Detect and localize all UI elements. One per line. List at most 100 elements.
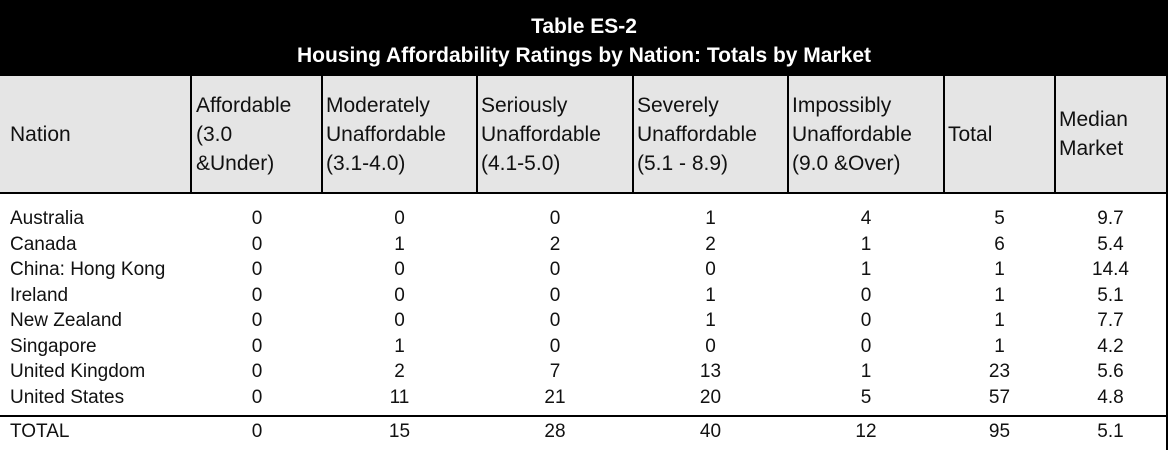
value-cell: 7 <box>549 361 561 382</box>
value-cell: 1 <box>994 310 1005 331</box>
value-cell: 0 <box>549 336 561 357</box>
value-cell: 5 <box>994 208 1005 229</box>
value-cell: 0 <box>860 336 872 357</box>
header-affordable: Affordable (3.0 &Under) <box>196 93 292 175</box>
header-median-market: Median Market <box>1059 108 1128 160</box>
value-cell: 0 <box>251 259 263 280</box>
value-cell: 0 <box>251 361 263 382</box>
table-row: Canada 0 1 2 2 1 6 5.4 <box>0 232 1168 257</box>
value-cell: 21 <box>544 387 566 408</box>
value-cell: 5.6 <box>1097 361 1124 382</box>
value-cell: 2 <box>549 234 561 255</box>
value-cell: 11 <box>389 387 410 408</box>
value-cell: 1 <box>705 208 716 229</box>
table-row: Australia 0 0 0 1 4 5 9.7 <box>0 206 1168 231</box>
total-cell: 0 <box>251 421 263 442</box>
value-cell: 1 <box>860 361 872 382</box>
total-cell: 28 <box>544 421 566 442</box>
value-cell: 1 <box>705 285 716 306</box>
total-label: TOTAL <box>10 421 70 442</box>
table-row: Ireland 0 0 0 1 0 1 5.1 <box>0 283 1168 308</box>
table-subtitle: Housing Affordability Ratings by Nation:… <box>296 44 872 67</box>
total-cell: 95 <box>988 421 1011 442</box>
value-cell: 6 <box>994 234 1005 255</box>
table-row: New Zealand 0 0 0 1 0 1 7.7 <box>0 308 1168 333</box>
total-cell: 15 <box>388 421 411 442</box>
value-cell: 7.7 <box>1097 310 1124 331</box>
nation-cell: Australia <box>10 208 84 229</box>
total-divider <box>0 415 1168 417</box>
header-divider <box>1054 76 1056 193</box>
header-moderately-unaffordable: Moderately Unaffordable (3.1-4.0) <box>326 93 446 175</box>
value-cell: 0 <box>549 310 561 331</box>
value-cell: 2 <box>705 234 716 255</box>
table-row: United Kingdom 0 2 7 13 1 23 5.6 <box>0 359 1168 384</box>
table-title-bar: Table ES-2 Housing Affordability Ratings… <box>0 0 1168 76</box>
value-cell: 0 <box>860 285 872 306</box>
value-cell: 0 <box>251 336 263 357</box>
nation-cell: United Kingdom <box>10 361 146 382</box>
value-cell: 9.7 <box>1097 208 1124 229</box>
header-divider <box>632 76 634 193</box>
table-row: China: Hong Kong 0 0 0 0 1 1 14.4 <box>0 257 1168 282</box>
value-cell: 0 <box>549 208 561 229</box>
table-title: Table ES-2 <box>531 15 637 38</box>
value-cell: 1 <box>994 259 1005 280</box>
value-cell: 1 <box>860 234 872 255</box>
header-severely-unaffordable: Severely Unaffordable (5.1 - 8.9) <box>637 93 757 175</box>
value-cell: 0 <box>251 387 263 408</box>
value-cell: 20 <box>699 387 722 408</box>
value-cell: 1 <box>394 336 405 357</box>
value-cell: 0 <box>394 285 405 306</box>
value-cell: 57 <box>988 387 1011 408</box>
value-cell: 0 <box>251 285 263 306</box>
value-cell: 0 <box>251 234 263 255</box>
value-cell: 23 <box>988 361 1011 382</box>
value-cell: 0 <box>705 259 716 280</box>
total-cell: 40 <box>699 421 722 442</box>
header-divider <box>476 76 478 193</box>
value-cell: 0 <box>549 285 561 306</box>
nation-cell: Canada <box>10 234 77 255</box>
value-cell: 13 <box>699 361 722 382</box>
value-cell: 1 <box>860 259 872 280</box>
value-cell: 5.4 <box>1097 234 1124 255</box>
header-divider <box>943 76 945 193</box>
value-cell: 0 <box>394 208 405 229</box>
nation-cell: China: Hong Kong <box>10 259 166 280</box>
nation-cell: Ireland <box>10 285 69 306</box>
value-cell: 1 <box>394 234 405 255</box>
value-cell: 4 <box>860 208 872 229</box>
total-cell: 12 <box>855 421 877 442</box>
nation-cell: New Zealand <box>10 310 122 331</box>
value-cell: 0 <box>251 208 263 229</box>
value-cell: 1 <box>994 285 1005 306</box>
value-cell: 0 <box>705 336 716 357</box>
header-nation: Nation <box>10 122 71 146</box>
total-row: TOTAL 0 15 28 40 12 95 5.1 <box>0 419 1168 444</box>
header-impossibly-unaffordable: Impossibly Unaffordable (9.0 &Over) <box>792 93 912 175</box>
nation-cell: Singapore <box>10 336 97 357</box>
header-divider <box>321 76 323 193</box>
value-cell: 2 <box>394 361 405 382</box>
value-cell: 4.8 <box>1097 387 1124 408</box>
value-cell: 0 <box>251 310 263 331</box>
table-row: United States 0 11 21 20 5 57 4.8 <box>0 385 1168 410</box>
value-cell: 1 <box>994 336 1005 357</box>
value-cell: 0 <box>860 310 872 331</box>
table-right-border <box>1166 76 1168 450</box>
header-divider <box>787 76 789 193</box>
header-total: Total <box>948 122 993 146</box>
header-divider <box>190 76 192 193</box>
value-cell: 1 <box>705 310 716 331</box>
value-cell: 5 <box>860 387 872 408</box>
value-cell: 0 <box>394 310 405 331</box>
table-header-row: Nation Affordable (3.0 &Under) Moderatel… <box>0 76 1168 194</box>
value-cell: 0 <box>394 259 405 280</box>
table-row: Singapore 0 1 0 0 0 1 4.2 <box>0 334 1168 359</box>
nation-cell: United States <box>10 387 125 408</box>
total-cell: 5.1 <box>1097 421 1124 442</box>
header-seriously-unaffordable: Seriously Unaffordable (4.1-5.0) <box>481 93 601 175</box>
value-cell: 14.4 <box>1092 259 1129 280</box>
value-cell: 5.1 <box>1097 285 1124 306</box>
